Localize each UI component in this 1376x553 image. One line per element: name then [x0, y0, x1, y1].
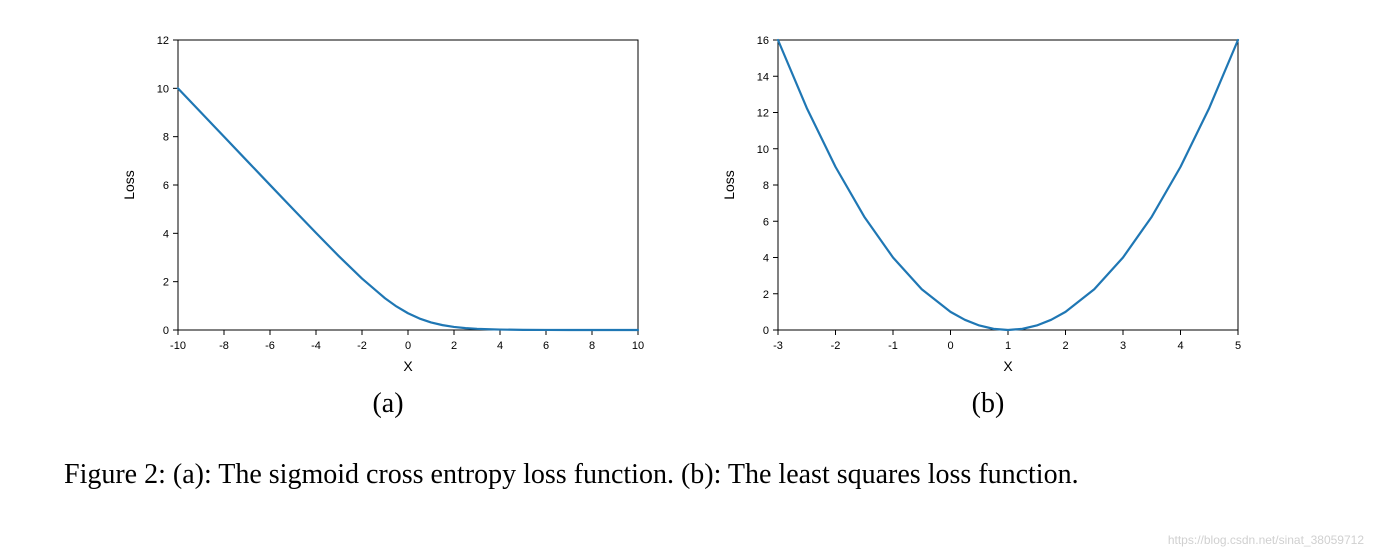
svg-text:10: 10 — [157, 83, 169, 95]
svg-text:2: 2 — [1062, 340, 1068, 352]
panel-b-label: (b) — [972, 388, 1005, 420]
svg-text:8: 8 — [589, 340, 595, 352]
panel-b: -3-2-10123450246810121416XLoss (b) — [708, 20, 1268, 420]
svg-text:-6: -6 — [265, 340, 275, 352]
svg-text:Loss: Loss — [721, 170, 737, 200]
svg-text:8: 8 — [163, 132, 169, 144]
svg-text:6: 6 — [543, 340, 549, 352]
svg-text:12: 12 — [757, 108, 769, 120]
figure-caption: Figure 2: (a): The sigmoid cross entropy… — [60, 456, 1316, 494]
svg-text:1: 1 — [1005, 340, 1011, 352]
svg-text:-2: -2 — [357, 340, 367, 352]
svg-text:8: 8 — [763, 180, 769, 192]
svg-text:10: 10 — [757, 144, 769, 156]
svg-text:X: X — [403, 358, 413, 374]
chart-a-svg: -10 -8 -6 -4 -2 0 2 4 6 8 10 0 2 4 6 8 10 12 X Loss — [108, 20, 668, 380]
svg-text:4: 4 — [763, 253, 769, 265]
svg-text:14: 14 — [757, 71, 769, 83]
svg-text:-4: -4 — [311, 340, 321, 352]
svg-text:6: 6 — [763, 216, 769, 228]
svg-text:0: 0 — [163, 325, 169, 337]
watermark-text: https://blog.csdn.net/sinat_38059712 — [1168, 533, 1364, 547]
svg-text:12: 12 — [157, 35, 169, 47]
svg-text:-8: -8 — [219, 340, 229, 352]
svg-text:6: 6 — [163, 180, 169, 192]
svg-text:-1: -1 — [888, 340, 898, 352]
svg-text:X: X — [1003, 358, 1013, 374]
svg-text:2: 2 — [451, 340, 457, 352]
svg-text:-2: -2 — [831, 340, 841, 352]
svg-text:16: 16 — [757, 35, 769, 47]
svg-text:4: 4 — [1177, 340, 1183, 352]
svg-text:2: 2 — [763, 289, 769, 301]
svg-text:0: 0 — [405, 340, 411, 352]
svg-text:0: 0 — [763, 325, 769, 337]
panel-a: -10 -8 -6 -4 -2 0 2 4 6 8 10 0 2 4 6 8 10 12 X Loss (a) — [108, 20, 668, 420]
svg-text:-10: -10 — [170, 340, 186, 352]
figure-container: -10-8-6-4-20246810024681012XLoss (a) -3-… — [0, 0, 1376, 553]
svg-text:0: 0 — [947, 340, 953, 352]
svg-text:2: 2 — [163, 277, 169, 289]
svg-text:4: 4 — [163, 228, 169, 240]
panels-row: -10-8-6-4-20246810024681012XLoss (a) -3-… — [60, 20, 1316, 420]
svg-text:4: 4 — [497, 340, 503, 352]
svg-text:5: 5 — [1235, 340, 1241, 352]
svg-text:10: 10 — [632, 340, 644, 352]
panel-a-label: (a) — [372, 388, 403, 420]
svg-text:3: 3 — [1120, 340, 1126, 352]
chart-b-svg: -3-2-10123450246810121416XLoss — [708, 20, 1268, 380]
svg-text:Loss: Loss — [121, 170, 137, 200]
svg-text:-3: -3 — [773, 340, 783, 352]
